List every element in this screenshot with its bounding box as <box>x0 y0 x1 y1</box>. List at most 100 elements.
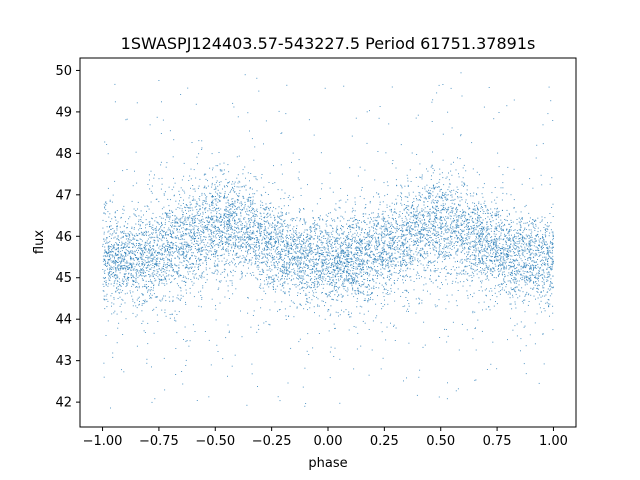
data-point <box>481 290 483 292</box>
data-point <box>233 236 235 238</box>
data-point <box>288 238 290 240</box>
data-point <box>256 190 258 192</box>
data-point <box>297 236 299 238</box>
data-point <box>314 225 315 227</box>
data-point <box>458 225 460 227</box>
data-point <box>135 280 137 282</box>
data-point <box>350 261 352 263</box>
data-point <box>500 228 502 230</box>
data-point <box>466 260 468 262</box>
data-point <box>178 225 180 227</box>
data-point <box>429 242 431 244</box>
data-point <box>551 268 553 270</box>
data-point <box>109 226 110 228</box>
data-point <box>377 214 379 216</box>
data-point <box>445 207 446 209</box>
data-point <box>442 177 444 179</box>
data-point <box>167 215 169 217</box>
data-point <box>430 240 432 242</box>
data-point <box>419 233 421 235</box>
data-point <box>520 268 522 270</box>
data-point <box>203 276 205 278</box>
data-point <box>401 241 403 243</box>
data-point <box>441 238 442 240</box>
data-point <box>150 237 152 239</box>
data-point <box>210 218 212 220</box>
data-point <box>509 293 511 295</box>
data-point <box>208 236 210 238</box>
data-point <box>434 227 436 229</box>
data-point <box>363 239 365 241</box>
data-point <box>224 191 226 193</box>
data-point <box>314 231 316 232</box>
data-point <box>463 230 465 232</box>
data-point <box>485 308 487 310</box>
data-point <box>416 234 417 236</box>
data-point <box>213 232 215 234</box>
data-point <box>356 258 358 260</box>
data-point <box>337 296 339 298</box>
data-point <box>436 305 438 307</box>
data-point <box>426 251 428 252</box>
data-point <box>513 254 515 256</box>
data-point <box>182 215 184 217</box>
data-point <box>191 242 193 244</box>
data-point <box>278 258 280 260</box>
data-point <box>293 226 295 228</box>
data-point <box>458 173 459 175</box>
data-point <box>114 310 116 312</box>
data-point <box>339 402 341 404</box>
data-point <box>462 209 464 211</box>
data-point <box>306 275 308 276</box>
data-point <box>530 241 532 243</box>
data-point <box>542 240 544 242</box>
data-point <box>106 263 108 265</box>
data-point <box>144 276 146 278</box>
data-point <box>438 253 440 255</box>
data-point <box>539 254 540 256</box>
data-point <box>178 219 180 221</box>
data-point <box>512 245 514 247</box>
data-point <box>232 186 233 188</box>
data-point <box>490 249 492 251</box>
data-point <box>376 225 378 227</box>
data-point <box>476 194 478 196</box>
data-point <box>523 264 525 266</box>
data-point <box>299 303 301 305</box>
data-point <box>535 252 537 254</box>
data-point <box>469 285 471 287</box>
data-point <box>343 255 344 257</box>
data-point <box>360 246 362 248</box>
data-point <box>457 250 459 252</box>
data-point <box>291 246 293 247</box>
data-point <box>231 284 233 286</box>
data-point <box>204 185 206 187</box>
data-point <box>371 269 373 271</box>
data-point <box>187 219 189 221</box>
data-point <box>111 262 113 263</box>
data-point <box>331 255 333 257</box>
data-point <box>364 248 366 250</box>
data-point <box>496 245 498 247</box>
data-point <box>304 250 306 252</box>
data-point <box>341 295 343 297</box>
data-point <box>171 248 173 250</box>
data-point <box>114 258 115 260</box>
data-point <box>230 214 232 216</box>
data-point <box>271 278 273 280</box>
data-point <box>176 229 178 231</box>
data-point <box>461 273 463 275</box>
data-point <box>347 270 349 272</box>
data-point <box>116 289 118 291</box>
data-point <box>233 250 234 252</box>
data-point <box>337 217 339 219</box>
data-point <box>502 287 504 289</box>
data-point <box>497 266 499 267</box>
data-point <box>197 213 199 215</box>
data-point <box>146 286 148 288</box>
data-point <box>505 286 507 288</box>
data-point <box>311 251 313 252</box>
data-point <box>547 246 549 248</box>
data-point <box>165 278 166 280</box>
data-point <box>454 261 456 263</box>
